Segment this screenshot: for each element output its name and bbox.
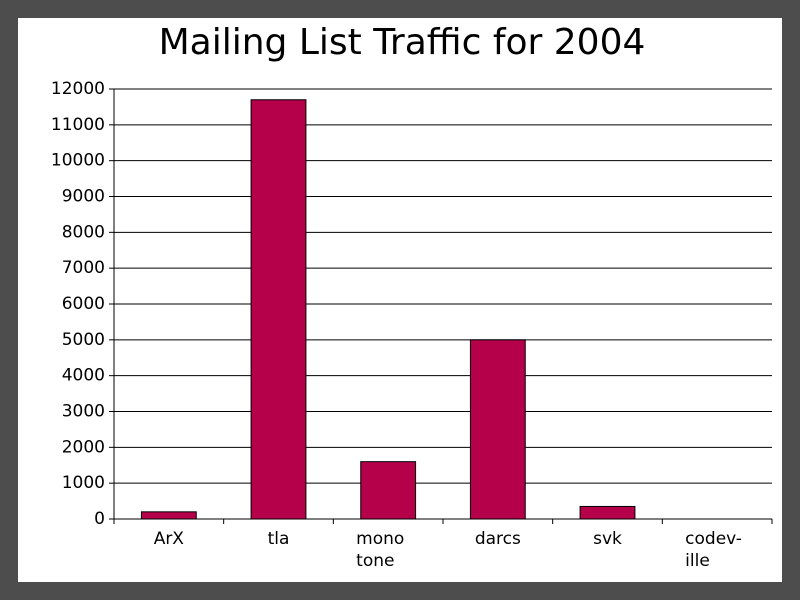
x-tick-label: darcs [475, 529, 521, 549]
chart-title: Mailing List Traffic for 2004 [159, 22, 646, 63]
y-tick-label: 8000 [62, 222, 105, 242]
y-tick-label: 5000 [62, 330, 105, 350]
x-tick-label: mono tone [356, 529, 404, 571]
x-tick-label: codev-ille [685, 529, 742, 571]
bar [469, 339, 526, 520]
y-tick-label: 6000 [62, 294, 105, 314]
y-tick-label: 1000 [62, 473, 105, 493]
bar [579, 505, 636, 520]
y-tick-label: 4000 [62, 366, 105, 386]
y-tick-label: 7000 [62, 258, 105, 278]
y-tick-label: 11000 [51, 115, 105, 135]
bar [140, 511, 197, 520]
x-tick-label: svk [593, 529, 622, 549]
y-tick-label: 10000 [51, 151, 105, 171]
y-tick-label: 12000 [51, 79, 105, 99]
y-tick-label: 3000 [62, 402, 105, 422]
y-tick-label: 9000 [62, 187, 105, 207]
x-tick-label: tla [268, 529, 290, 549]
y-tick-label: 2000 [62, 437, 105, 457]
bar [360, 461, 417, 520]
x-tick-label: ArX [154, 529, 185, 549]
y-tick-label: 0 [94, 509, 105, 529]
bar [250, 99, 307, 520]
